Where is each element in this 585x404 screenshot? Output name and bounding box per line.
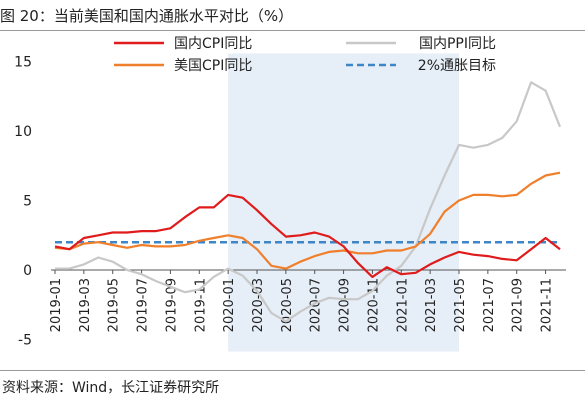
x-tick-label: 2020-03 — [251, 278, 266, 332]
title-divider — [0, 30, 585, 31]
legend-label-2: 美国CPI同比 — [174, 58, 252, 74]
x-tick-label: 2019-05 — [107, 278, 122, 332]
x-tick-label: 2020-05 — [280, 278, 295, 332]
shaded-period-band — [228, 53, 459, 352]
series-line-2 — [54, 171, 561, 270]
y-tick-label: 15 — [14, 55, 32, 71]
x-tick-label: 2020-11 — [366, 278, 381, 332]
x-tick-label: 2020-01 — [222, 278, 237, 332]
x-tick-label: 2021-11 — [540, 278, 555, 332]
legend-label-0: 国内CPI同比 — [174, 36, 252, 52]
x-tick-label: 2019-07 — [136, 278, 151, 332]
y-tick-label: 0 — [23, 263, 32, 279]
figure-title: 图 20：当前美国和国内通胀水平对比（%） — [0, 7, 294, 25]
y-tick-label: 5 — [23, 194, 32, 210]
x-tick-label: 2021-05 — [453, 278, 468, 332]
y-tick-label: -5 — [18, 333, 32, 349]
x-tick-label: 2021-01 — [395, 278, 410, 332]
series-line-0 — [54, 193, 561, 278]
series-lines — [54, 81, 562, 323]
source-note: 资料来源：Wind，长江证券研究所 — [2, 380, 220, 396]
x-tick-label: 2021-07 — [482, 278, 497, 332]
x-tick-label: 2019-03 — [78, 278, 93, 332]
x-tick-label: 2019-01 — [49, 278, 64, 332]
x-tick-label: 2020-07 — [309, 278, 324, 332]
legend-label-1: 国内PPI同比 — [419, 36, 496, 52]
source-divider — [0, 370, 585, 371]
x-tick-label: 2021-03 — [424, 278, 439, 332]
x-axis-ticks: 2019-01 2019-03 2019-05 2019-07 2019-09 2019-… — [49, 270, 555, 332]
y-axis-ticks: 15 10 5 0 -5 — [14, 55, 32, 349]
y-tick-label: 10 — [14, 124, 32, 140]
series-line-1 — [55, 81, 562, 323]
x-tick-label: 2020-09 — [338, 278, 353, 332]
legend-label-3: 2%通胀目标 — [418, 58, 496, 74]
x-tick-label: 2019-11 — [193, 278, 208, 332]
x-tick-label: 2019-09 — [164, 278, 179, 332]
x-tick-label: 2021-09 — [511, 278, 526, 332]
